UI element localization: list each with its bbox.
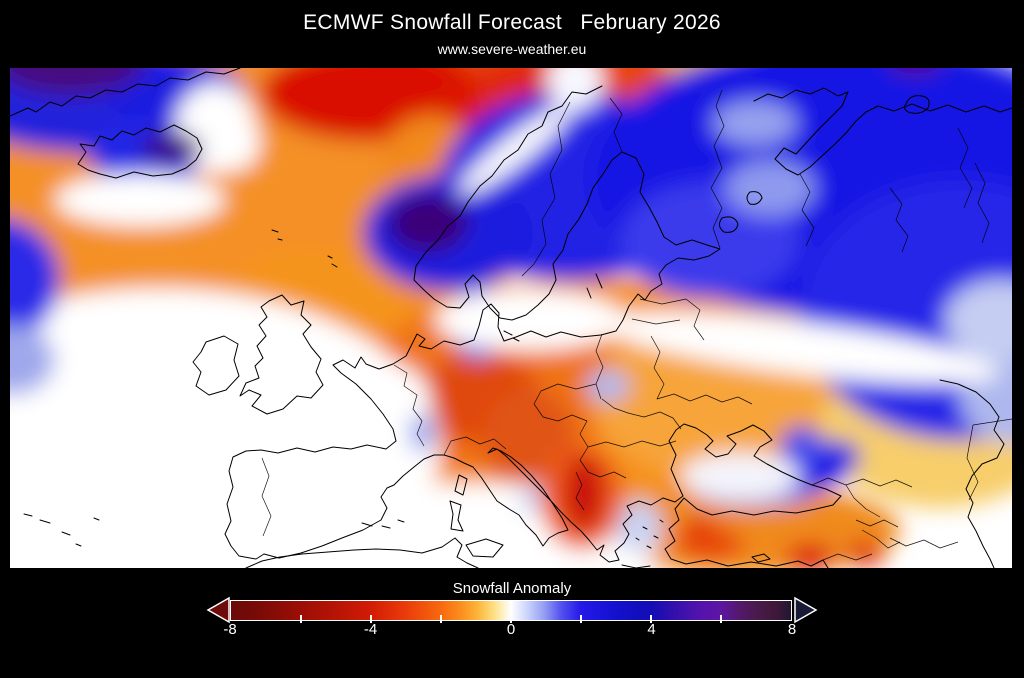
colorbar-right-arrow [794,596,818,624]
coastlines [10,68,1012,568]
page-title: ECMWF Snowfall Forecast February 2026 [303,11,721,34]
anomaly-field [10,68,1012,568]
colorbar-title: Snowfall Anomaly [452,580,572,597]
colorbar-gradient [230,600,792,623]
colorbar-left-arrow [206,596,230,624]
colorbar-tick [440,615,442,623]
forecast-map [10,68,1012,568]
country-borders [261,89,1012,561]
colorbar-tick [300,615,302,623]
colorbar-tick [580,615,582,623]
site-url: www.severe-weather.eu [437,41,587,57]
colorbar-tick-label: 8 [787,621,797,638]
colorbar-tick [370,615,372,623]
colorbar-tick-label: -8 [223,621,237,638]
colorbar-labels: -8 -4 0 4 8 [223,621,796,641]
colorbar-tick [720,615,722,623]
colorbar-tick-label: -4 [363,621,378,638]
colorbar-tick-label: 4 [647,621,656,638]
map-svg [10,68,1012,568]
colorbar-tick [510,615,512,623]
colorbar-tick-label: 0 [506,621,516,638]
colorbar-tick [650,615,652,623]
